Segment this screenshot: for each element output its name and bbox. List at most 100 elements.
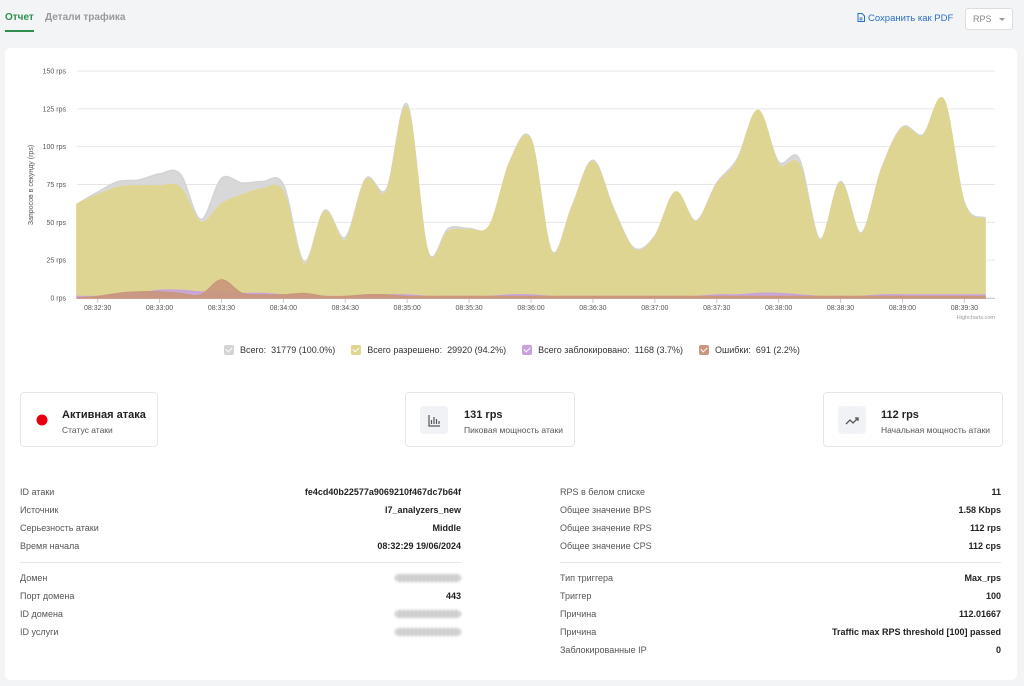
- trend-icon: [838, 406, 866, 434]
- detail-row: Общее значение RPS 112 rps: [560, 519, 1001, 537]
- x-tick-label: 08:36:00: [517, 305, 544, 312]
- stat-card: 131 rps Пиковая мощность атаки: [405, 392, 575, 447]
- x-tick-label: 08:38:30: [827, 305, 854, 312]
- detail-value: 11: [991, 487, 1001, 497]
- legend-name: Всего заблокировано:: [538, 345, 630, 355]
- detail-label: ID домена: [20, 609, 63, 619]
- tab[interactable]: Отчет: [5, 12, 34, 32]
- detail-label: Общее значение RPS: [560, 523, 652, 533]
- detail-label: Общее значение CPS: [560, 541, 652, 551]
- x-tick-label: 08:35:00: [394, 305, 421, 312]
- panel: [5, 48, 1017, 680]
- detail-label: Причина: [560, 609, 597, 619]
- detail-label: ID услуги: [20, 627, 59, 637]
- detail-row: RPS в белом списке 11: [560, 483, 1001, 501]
- save-pdf-button[interactable]: Сохранить как PDF: [857, 13, 953, 24]
- series-area: [76, 97, 986, 299]
- detail-row: ID домена: [20, 605, 461, 623]
- y-tick-label: 75 rps: [47, 182, 67, 189]
- legend-swatch: [351, 345, 362, 355]
- label: Сохранить как PDF: [868, 13, 954, 24]
- redacted-value: [395, 628, 461, 636]
- y-tick-label: 25 rps: [47, 258, 67, 265]
- detail-label: Время начала: [20, 541, 80, 551]
- legend-swatch: [224, 345, 235, 355]
- x-tick-label: 08:36:30: [579, 305, 606, 312]
- legend-swatch: [522, 345, 533, 355]
- legend-item[interactable]: Всего заблокировано: 1168 (3.7%): [522, 345, 683, 355]
- legend: Всего: 31779 (100.0%) Всего разрешено: 29…: [0, 345, 1024, 355]
- legend-value: 29920 (94.2%): [447, 345, 507, 355]
- legend-item[interactable]: Всего: 31779 (100.0%): [224, 345, 335, 355]
- detail-row: Домен: [20, 569, 461, 587]
- detail-value: 112.01667: [958, 609, 1001, 619]
- detail-value: Traffic max RPS threshold [100] passed: [831, 627, 1001, 637]
- status-dot: [36, 414, 48, 426]
- detail-row: Серьезность атаки Middle: [20, 519, 461, 537]
- y-tick-label: 0 rps: [50, 296, 66, 303]
- pdf-icon: [857, 13, 865, 22]
- legend-swatch: [699, 345, 710, 355]
- divider: [560, 562, 1001, 563]
- detail-row: Причина Traffic max RPS threshold [100] p…: [560, 623, 1001, 641]
- detail-row: Причина 112.01667: [560, 605, 1001, 623]
- detail-label: Домен: [20, 573, 48, 583]
- legend-value: 691 (2.2%): [755, 345, 800, 355]
- stat-label: Пиковая мощность атаки: [464, 425, 563, 435]
- detail-value: 112 cps: [968, 541, 1001, 551]
- unit-select[interactable]: RPS: [965, 8, 1013, 30]
- detail-value: 112 rps: [969, 523, 1001, 533]
- detail-label: Заблокированные IP: [560, 645, 647, 655]
- stat-label: Статус атаки: [62, 425, 113, 435]
- divider: [20, 562, 461, 563]
- x-tick-label: 08:33:30: [208, 305, 235, 312]
- legend-item[interactable]: Ошибки: 691 (2.2%): [699, 345, 800, 355]
- detail-row: Порт домена 443: [20, 587, 461, 605]
- redacted-value: [395, 610, 461, 618]
- stat-value: 112 rps: [881, 409, 919, 421]
- stat-value: Активная атака: [62, 409, 146, 421]
- detail-value: fe4cd40b22577a9069210f467dc7b64f: [304, 487, 461, 497]
- legend-name: Всего:: [240, 345, 267, 355]
- detail-row: Общее значение CPS 112 cps: [560, 537, 1001, 555]
- chart: Запросов в секунду (rps) Highcharts.com …: [28, 69, 996, 322]
- detail-row: Общее значение BPS 1.58 Kbps: [560, 501, 1001, 519]
- detail-label: Общее значение BPS: [560, 505, 652, 515]
- legend-value: 31779 (100.0%): [271, 345, 336, 355]
- bar-icon: [420, 406, 448, 434]
- x-tick-label: 08:33:00: [146, 305, 173, 312]
- stat-label: Начальная мощность атаки: [881, 425, 991, 435]
- stat-card: Активная атака Статус атаки: [20, 392, 158, 447]
- credit: Highcharts.com: [957, 315, 996, 321]
- legend-name: Ошибки:: [715, 345, 751, 355]
- x-tick-label: 08:37:00: [641, 305, 668, 312]
- stat-card: 112 rps Начальная мощность атаки: [823, 392, 1003, 447]
- y-tick-label: 50 rps: [47, 220, 67, 227]
- legend-item[interactable]: Всего разрешено: 29920 (94.2%): [351, 345, 506, 355]
- x-tick-label: 08:34:30: [332, 305, 359, 312]
- detail-row: ID услуги: [20, 623, 461, 641]
- redacted-value: [395, 574, 461, 582]
- y-axis-title: Запросов в секунду (rps): [28, 145, 35, 225]
- series-area: [76, 279, 986, 299]
- detail-row: Заблокированные IP 0: [560, 641, 1001, 659]
- y-tick-label: 125 rps: [43, 106, 67, 113]
- detail-value: 100: [985, 591, 1001, 601]
- detail-row: ID атаки fe4cd40b22577a9069210f467dc7b64f: [20, 483, 461, 501]
- detail-label: Серьезность атаки: [20, 523, 99, 533]
- detail-label: Тип триггера: [560, 573, 614, 583]
- stat-value: 131 rps: [464, 409, 503, 421]
- legend-name: Всего разрешено:: [367, 345, 443, 355]
- detail-label: Триггер: [560, 591, 592, 601]
- detail-row: Тип триггера Max_rps: [560, 569, 1001, 587]
- value: RPS: [973, 14, 992, 24]
- detail-row: Источник l7_analyzers_new: [20, 501, 461, 519]
- detail-value: 1.58 Kbps: [958, 505, 1001, 515]
- tab[interactable]: Детали трафика: [45, 12, 126, 23]
- x-tick-label: 08:32:30: [84, 305, 111, 312]
- y-tick-label: 150 rps: [43, 69, 67, 76]
- detail-value: l7_analyzers_new: [384, 505, 461, 515]
- y-tick-label: 100 rps: [43, 144, 67, 151]
